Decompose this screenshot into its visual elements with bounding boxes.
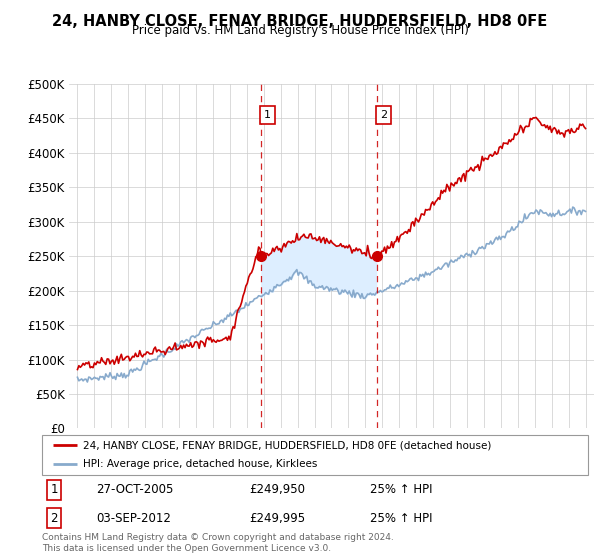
Text: £249,995: £249,995	[250, 512, 305, 525]
Text: 1: 1	[264, 110, 271, 120]
Text: 27-OCT-2005: 27-OCT-2005	[97, 483, 174, 496]
Text: 24, HANBY CLOSE, FENAY BRIDGE, HUDDERSFIELD, HD8 0FE: 24, HANBY CLOSE, FENAY BRIDGE, HUDDERSFI…	[52, 14, 548, 29]
Text: 2: 2	[50, 512, 58, 525]
Text: 1: 1	[50, 483, 58, 496]
Text: HPI: Average price, detached house, Kirklees: HPI: Average price, detached house, Kirk…	[83, 459, 317, 469]
Text: 25% ↑ HPI: 25% ↑ HPI	[370, 512, 432, 525]
Text: Contains HM Land Registry data © Crown copyright and database right 2024.
This d: Contains HM Land Registry data © Crown c…	[42, 533, 394, 553]
Text: 25% ↑ HPI: 25% ↑ HPI	[370, 483, 432, 496]
Text: £249,950: £249,950	[250, 483, 305, 496]
Text: 24, HANBY CLOSE, FENAY BRIDGE, HUDDERSFIELD, HD8 0FE (detached house): 24, HANBY CLOSE, FENAY BRIDGE, HUDDERSFI…	[83, 441, 491, 450]
Text: Price paid vs. HM Land Registry's House Price Index (HPI): Price paid vs. HM Land Registry's House …	[131, 24, 469, 37]
Text: 2: 2	[380, 110, 387, 120]
Text: 03-SEP-2012: 03-SEP-2012	[97, 512, 172, 525]
